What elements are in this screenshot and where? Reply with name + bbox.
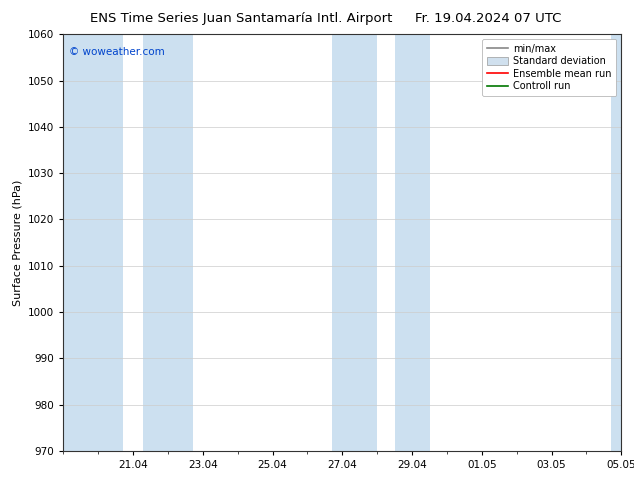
- Legend: min/max, Standard deviation, Ensemble mean run, Controll run: min/max, Standard deviation, Ensemble me…: [482, 39, 616, 96]
- Bar: [332, 34, 377, 451]
- Bar: [611, 34, 621, 451]
- Text: Fr. 19.04.2024 07 UTC: Fr. 19.04.2024 07 UTC: [415, 12, 561, 25]
- Bar: [143, 34, 193, 451]
- Bar: [394, 34, 429, 451]
- Text: © woweather.com: © woweather.com: [69, 47, 165, 57]
- Bar: [63, 34, 123, 451]
- Y-axis label: Surface Pressure (hPa): Surface Pressure (hPa): [13, 179, 23, 306]
- Text: ENS Time Series Juan Santamaría Intl. Airport: ENS Time Series Juan Santamaría Intl. Ai…: [90, 12, 392, 25]
